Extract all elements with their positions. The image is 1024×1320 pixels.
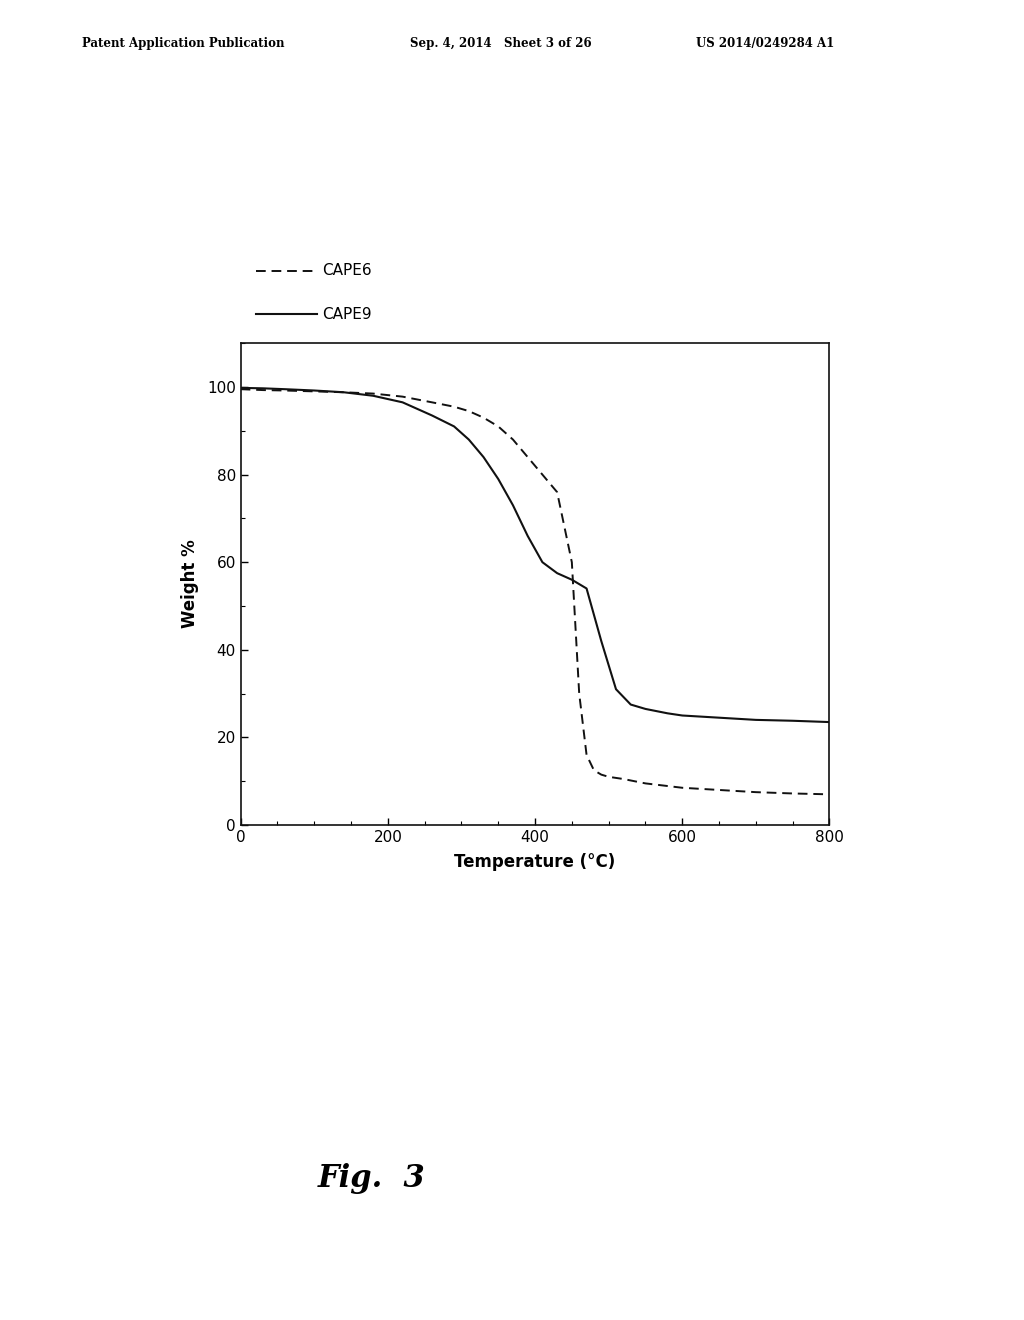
Text: Patent Application Publication: Patent Application Publication — [82, 37, 285, 50]
X-axis label: Temperature (°C): Temperature (°C) — [455, 853, 615, 871]
Text: Sep. 4, 2014   Sheet 3 of 26: Sep. 4, 2014 Sheet 3 of 26 — [410, 37, 591, 50]
Text: Fig.  3: Fig. 3 — [317, 1163, 425, 1195]
Text: US 2014/0249284 A1: US 2014/0249284 A1 — [696, 37, 835, 50]
Text: CAPE6: CAPE6 — [323, 263, 372, 279]
Text: CAPE9: CAPE9 — [323, 306, 372, 322]
Y-axis label: Weight %: Weight % — [180, 540, 199, 628]
